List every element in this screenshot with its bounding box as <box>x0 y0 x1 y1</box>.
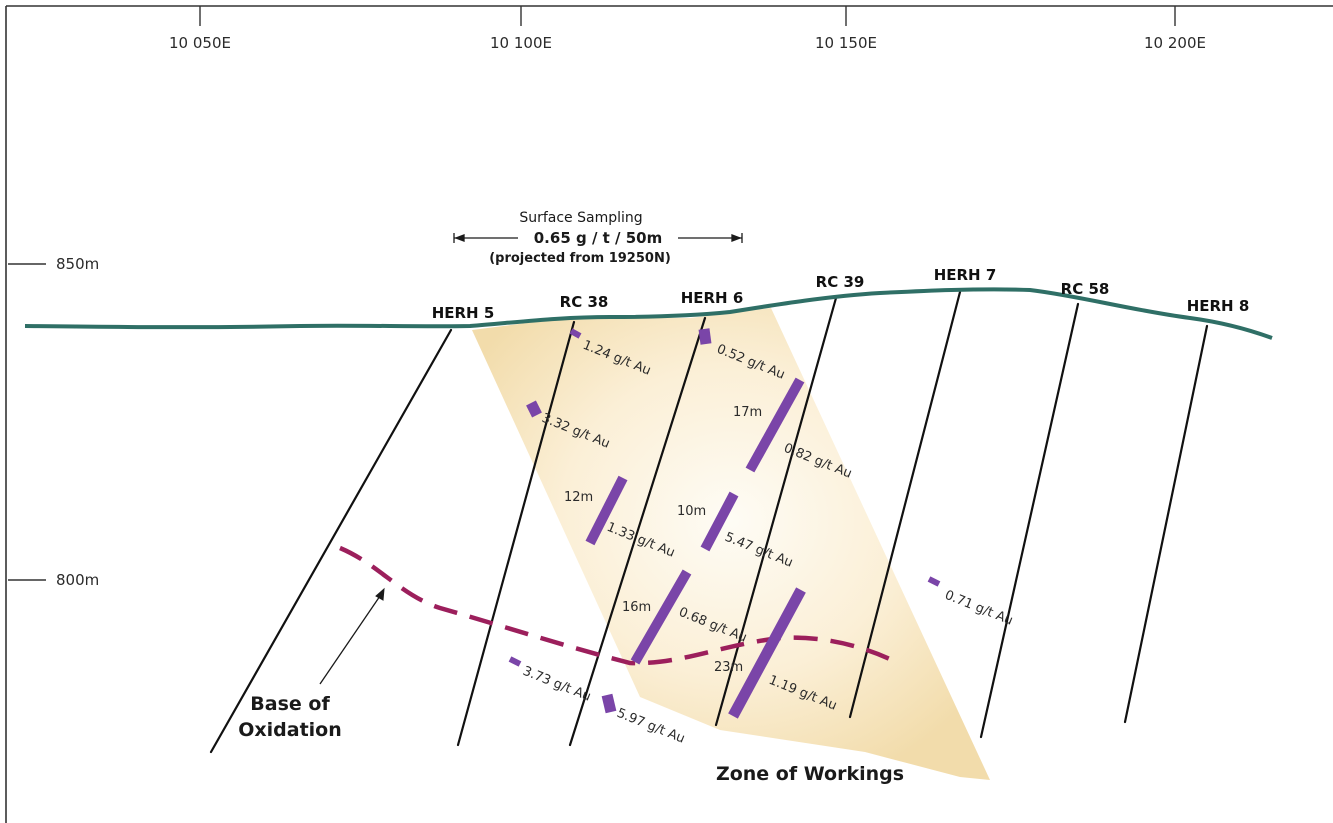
easting-label: 10 100E <box>490 34 552 52</box>
elevation-grid <box>8 264 46 580</box>
elevation-label: 850m <box>56 255 99 273</box>
intercept-bar <box>531 403 537 415</box>
hole-label-herh-8: HERH 8 <box>1187 297 1250 315</box>
easting-label: 10 200E <box>1144 34 1206 52</box>
drillhole-rc-58 <box>981 304 1078 737</box>
interval-length-label: 12m <box>564 490 593 505</box>
assay-label: 5.97 g/t Au <box>615 706 687 747</box>
assay-label: 0.71 g/t Au <box>943 588 1015 629</box>
surface-sampling-grade: 0.65 g / t / 50m <box>534 229 663 247</box>
hole-label-herh-7: HERH 7 <box>934 266 997 284</box>
hole-label-rc-58: RC 58 <box>1061 280 1110 298</box>
assay-label: 3.73 g/t Au <box>521 664 593 705</box>
surface-sampling-title: Surface Sampling <box>519 210 642 226</box>
interval-length-label: 16m <box>622 600 651 615</box>
intercept-bar <box>607 695 611 712</box>
hole-label-rc-39: RC 39 <box>816 273 865 291</box>
drillhole-herh-5 <box>211 330 451 752</box>
elevation-label: 800m <box>56 571 99 589</box>
easting-label: 10 150E <box>815 34 877 52</box>
drillhole-herh-8 <box>1125 326 1207 722</box>
interval-length-label: 23m <box>714 660 743 675</box>
surface-sampling-note: (projected from 19250N) <box>489 251 671 266</box>
base-of-oxidation-label: Oxidation <box>238 719 342 741</box>
intercept-bar <box>929 579 939 584</box>
interval-length-label: 17m <box>733 405 762 420</box>
hole-label-herh-5: HERH 5 <box>432 304 495 322</box>
hole-label-rc-38: RC 38 <box>560 293 609 311</box>
easting-label: 10 050E <box>169 34 231 52</box>
easting-grid <box>200 6 1175 26</box>
base-of-oxidation-arrow <box>320 589 384 684</box>
intercept-bar <box>510 659 520 664</box>
base-of-oxidation-label: Base of <box>250 693 330 715</box>
zone-of-workings-label: Zone of Workings <box>716 763 904 785</box>
intercept-bar <box>704 329 706 344</box>
interval-length-label: 10m <box>677 504 706 519</box>
hole-label-herh-6: HERH 6 <box>681 289 744 307</box>
